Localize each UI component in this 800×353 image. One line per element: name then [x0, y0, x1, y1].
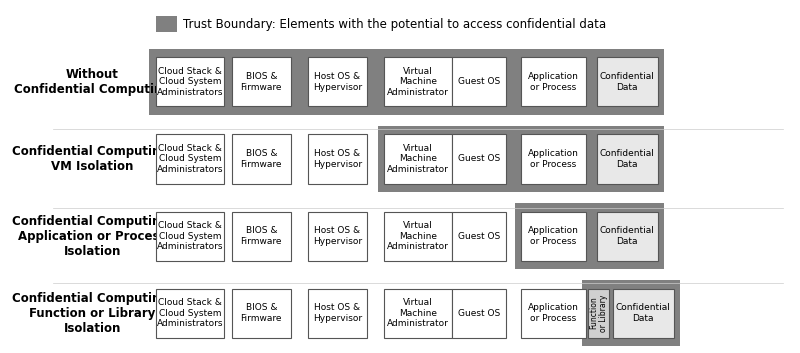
FancyBboxPatch shape	[155, 58, 224, 107]
Text: Confidential Computing:
VM Isolation: Confidential Computing: VM Isolation	[11, 145, 173, 173]
FancyBboxPatch shape	[452, 58, 506, 107]
Text: Host OS &
Hypervisor: Host OS & Hypervisor	[313, 149, 362, 169]
FancyBboxPatch shape	[384, 288, 452, 337]
Text: Virtual
Machine
Administrator: Virtual Machine Administrator	[387, 144, 449, 174]
Text: Confidential Computing:
Function or Library
Isolation: Confidential Computing: Function or Libr…	[11, 292, 173, 335]
FancyBboxPatch shape	[155, 134, 224, 184]
Text: Confidential
Data: Confidential Data	[600, 226, 655, 246]
Text: BIOS &
Firmware: BIOS & Firmware	[241, 226, 282, 246]
FancyBboxPatch shape	[232, 288, 291, 337]
FancyBboxPatch shape	[452, 134, 506, 184]
Text: Guest OS: Guest OS	[458, 232, 500, 240]
FancyBboxPatch shape	[384, 211, 452, 261]
Text: Application
or Process: Application or Process	[528, 226, 578, 246]
Text: BIOS &
Firmware: BIOS & Firmware	[241, 303, 282, 323]
Text: Confidential
Data: Confidential Data	[600, 149, 655, 169]
Text: Cloud Stack &
Cloud System
Administrators: Cloud Stack & Cloud System Administrator…	[157, 221, 223, 251]
FancyBboxPatch shape	[308, 134, 367, 184]
Text: Host OS &
Hypervisor: Host OS & Hypervisor	[313, 226, 362, 246]
Text: Confidential
Data: Confidential Data	[616, 303, 670, 323]
Text: Virtual
Machine
Administrator: Virtual Machine Administrator	[387, 67, 449, 97]
Text: Trust Boundary: Elements with the potential to access confidential data: Trust Boundary: Elements with the potent…	[183, 18, 606, 31]
Text: BIOS &
Firmware: BIOS & Firmware	[241, 72, 282, 92]
Text: Cloud Stack &
Cloud System
Administrators: Cloud Stack & Cloud System Administrator…	[157, 144, 223, 174]
FancyBboxPatch shape	[521, 288, 586, 337]
FancyBboxPatch shape	[521, 58, 586, 107]
Text: Confidential
Data: Confidential Data	[600, 72, 655, 92]
Text: BIOS &
Firmware: BIOS & Firmware	[241, 149, 282, 169]
FancyBboxPatch shape	[597, 134, 658, 184]
Text: Host OS &
Hypervisor: Host OS & Hypervisor	[313, 72, 362, 92]
FancyBboxPatch shape	[613, 288, 674, 337]
FancyBboxPatch shape	[582, 280, 680, 346]
Text: Host OS &
Hypervisor: Host OS & Hypervisor	[313, 303, 362, 323]
Text: Virtual
Machine
Administrator: Virtual Machine Administrator	[387, 221, 449, 251]
Text: Guest OS: Guest OS	[458, 309, 500, 318]
FancyBboxPatch shape	[384, 58, 452, 107]
FancyBboxPatch shape	[232, 134, 291, 184]
FancyBboxPatch shape	[155, 211, 224, 261]
Text: Application
or Process: Application or Process	[528, 72, 578, 92]
Text: Cloud Stack &
Cloud System
Administrators: Cloud Stack & Cloud System Administrator…	[157, 298, 223, 328]
FancyBboxPatch shape	[308, 58, 367, 107]
FancyBboxPatch shape	[514, 203, 664, 269]
Text: Virtual
Machine
Administrator: Virtual Machine Administrator	[387, 298, 449, 328]
FancyBboxPatch shape	[155, 17, 177, 32]
FancyBboxPatch shape	[232, 211, 291, 261]
Text: Cloud Stack &
Cloud System
Administrators: Cloud Stack & Cloud System Administrator…	[157, 67, 223, 97]
FancyBboxPatch shape	[384, 134, 452, 184]
FancyBboxPatch shape	[232, 58, 291, 107]
FancyBboxPatch shape	[588, 288, 609, 337]
FancyBboxPatch shape	[308, 288, 367, 337]
FancyBboxPatch shape	[521, 134, 586, 184]
Text: Application
or Process: Application or Process	[528, 149, 578, 169]
FancyBboxPatch shape	[597, 211, 658, 261]
Text: Guest OS: Guest OS	[458, 77, 500, 86]
FancyBboxPatch shape	[521, 211, 586, 261]
FancyBboxPatch shape	[378, 126, 664, 192]
Text: Function
or Library: Function or Library	[589, 294, 608, 332]
Text: Confidential Computing:
Application or Process
Isolation: Confidential Computing: Application or P…	[11, 215, 173, 258]
Text: Guest OS: Guest OS	[458, 155, 500, 163]
FancyBboxPatch shape	[452, 288, 506, 337]
FancyBboxPatch shape	[597, 58, 658, 107]
FancyBboxPatch shape	[452, 211, 506, 261]
FancyBboxPatch shape	[150, 49, 664, 115]
Text: Application
or Process: Application or Process	[528, 303, 578, 323]
FancyBboxPatch shape	[155, 288, 224, 337]
Text: Without
Confidential Computing: Without Confidential Computing	[14, 68, 170, 96]
FancyBboxPatch shape	[308, 211, 367, 261]
